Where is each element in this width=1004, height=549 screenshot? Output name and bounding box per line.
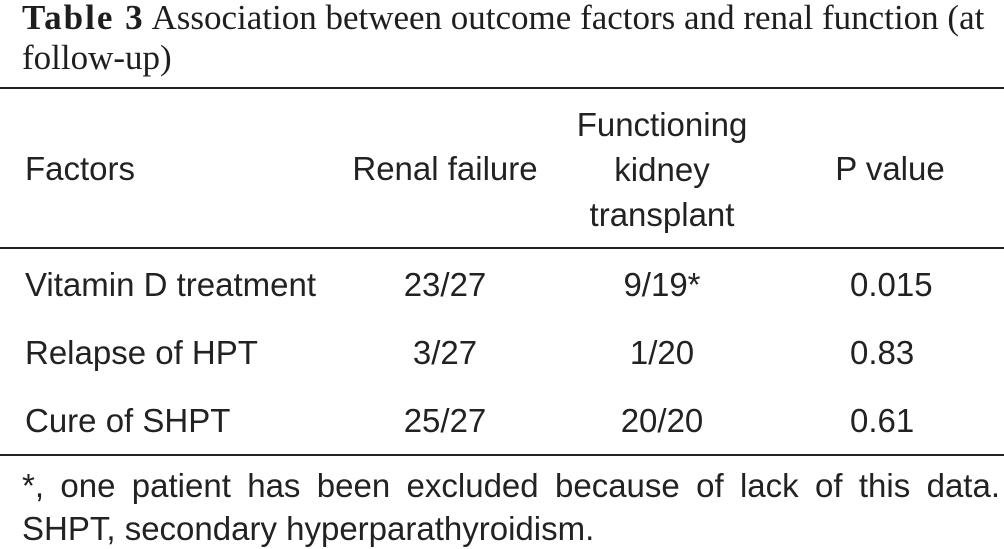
bottom-rule — [0, 454, 1004, 456]
header-functioning-kidney-transplant: Functioning kidney transplant — [576, 106, 748, 233]
header-renal-failure: Renal failure — [352, 150, 538, 187]
cell-renal-failure: 23/27 — [403, 266, 487, 303]
table-row: Relapse of HPT 3/27 1/20 0.83 — [0, 330, 1004, 375]
table-header-row: Factors Renal failure Functioning kidney… — [0, 106, 1004, 233]
footnote-abbreviation: SHPT, secondary hyperparathyroidism. — [22, 510, 595, 547]
table-caption-label: Table 3 — [22, 0, 145, 37]
table-caption-line-2: follow-up) — [22, 40, 1004, 80]
cell-p-value: 0.015 — [850, 266, 933, 303]
table-row: Vitamin D treatment 23/27 9/19* 0.015 — [0, 262, 1004, 307]
cell-functioning-kidney-transplant: 20/20 — [620, 402, 704, 439]
table-caption-title-continued: follow-up) — [22, 40, 172, 77]
cell-factor: Cure of SHPT — [25, 402, 231, 439]
cell-p-value: 0.83 — [850, 334, 915, 371]
cell-functioning-kidney-transplant: 1/20 — [629, 334, 695, 371]
table-caption-line-1: Table 3 Association between outcome fact… — [22, 0, 1004, 40]
header-p-value: P value — [835, 150, 945, 187]
cell-renal-failure: 25/27 — [403, 402, 487, 439]
top-rule — [0, 87, 1004, 89]
header-factors: Factors — [25, 150, 136, 187]
cell-factor: Relapse of HPT — [25, 334, 258, 371]
cell-functioning-kidney-transplant: 9/19* — [623, 266, 701, 303]
cell-factor: Vitamin D treatment — [25, 266, 317, 303]
table-row: Cure of SHPT 25/27 20/20 0.61 — [0, 398, 1004, 443]
cell-renal-failure: 3/27 — [412, 334, 478, 371]
cell-p-value: 0.61 — [850, 402, 915, 439]
footnote-asterisk: *, one patient has been excluded because… — [22, 467, 1000, 504]
table-caption-title: Association between outcome factors and … — [151, 0, 985, 37]
header-rule — [0, 247, 1004, 249]
